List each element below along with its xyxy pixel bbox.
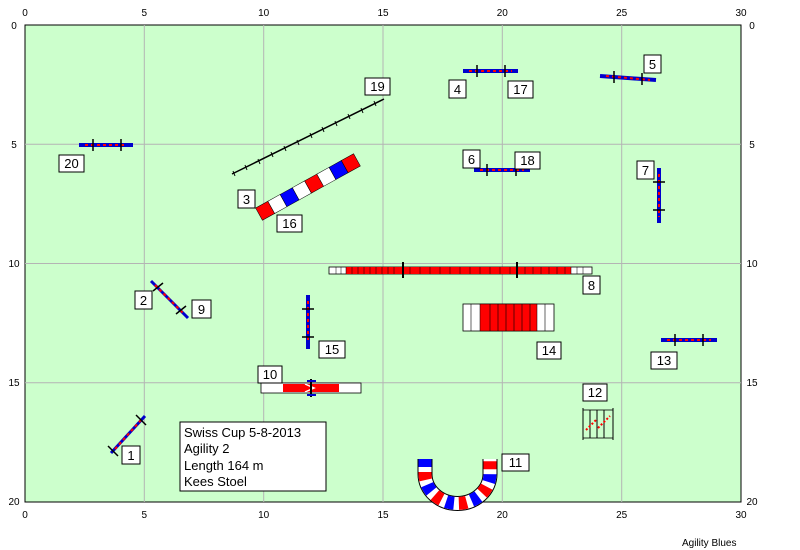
label-18: 18 [514, 151, 541, 170]
label-10: 10 [257, 365, 283, 384]
svg-text:15: 15 [325, 342, 339, 357]
label-1: 1 [121, 445, 141, 465]
svg-text:9: 9 [198, 302, 205, 317]
right-axis-labels: 0 5 10 15 20 [746, 21, 758, 508]
svg-text:19: 19 [370, 79, 384, 94]
y-tick-15-right: 15 [746, 378, 758, 389]
x-tick-30: 30 [735, 8, 747, 19]
y-tick-10-right: 10 [746, 259, 758, 270]
svg-text:5: 5 [649, 57, 656, 72]
x-tick-0: 0 [22, 8, 28, 19]
label-9: 9 [191, 299, 212, 319]
obstacle-labels: 1 2 3 4 5 6 7 8 [58, 54, 678, 472]
x-tick-10-bottom: 10 [258, 510, 270, 521]
x-tick-20: 20 [497, 8, 509, 19]
svg-text:6: 6 [468, 152, 475, 167]
info-class: Agility 2 [184, 441, 230, 456]
x-tick-25-bottom: 25 [616, 510, 628, 521]
svg-text:12: 12 [588, 385, 602, 400]
y-tick-0-left: 0 [11, 21, 17, 32]
info-title: Swiss Cup 5-8-2013 [184, 425, 301, 440]
label-14: 14 [536, 341, 562, 360]
info-judge: Kees Stoel [184, 474, 247, 489]
label-6: 6 [462, 149, 481, 169]
label-4: 4 [448, 79, 467, 99]
obstacle-13-jump [661, 334, 717, 346]
svg-text:2: 2 [140, 293, 147, 308]
label-11: 11 [501, 453, 530, 472]
y-tick-0-right: 0 [749, 21, 755, 32]
label-19: 19 [364, 77, 391, 96]
label-15: 15 [318, 340, 346, 359]
x-tick-15-bottom: 15 [377, 510, 389, 521]
obstacle-5-jump [599, 71, 657, 85]
y-tick-20-right: 20 [746, 497, 758, 508]
svg-text:17: 17 [513, 82, 527, 97]
course-info-box: Swiss Cup 5-8-2013 Agility 2 Length 164 … [179, 421, 327, 492]
y-tick-5-left: 5 [11, 140, 17, 151]
obstacle-14-aframe [462, 303, 555, 332]
obstacle-3-16-tunnel [255, 153, 361, 221]
svg-text:3: 3 [243, 192, 250, 207]
x-tick-15: 15 [377, 8, 389, 19]
y-tick-10-left: 10 [8, 259, 20, 270]
svg-text:10: 10 [263, 367, 277, 382]
info-length: Length 164 m [184, 458, 264, 473]
svg-text:14: 14 [542, 343, 556, 358]
x-tick-0-bottom: 0 [22, 510, 28, 521]
obstacle-19-weave-poles [231, 98, 385, 177]
obstacle-6-18-jump [474, 164, 530, 176]
obstacle-11-curved-tunnel [417, 459, 498, 511]
svg-text:20: 20 [64, 156, 78, 171]
y-tick-20-left: 20 [8, 497, 20, 508]
x-tick-10: 10 [258, 8, 270, 19]
svg-text:18: 18 [520, 153, 534, 168]
credit-label: Agility Blues [682, 538, 736, 549]
label-20: 20 [58, 154, 85, 173]
x-tick-25: 25 [616, 8, 628, 19]
obstacle-2-9-jump [149, 279, 190, 320]
svg-text:13: 13 [657, 353, 671, 368]
obstacle-1-jump [107, 414, 147, 457]
svg-text:4: 4 [454, 82, 461, 97]
obstacle-10-seesaw [260, 379, 362, 397]
label-7: 7 [636, 160, 655, 180]
top-axis-labels: 0 5 10 15 20 25 30 [22, 8, 747, 19]
obstacle-12-tyre [582, 408, 614, 440]
label-13: 13 [650, 351, 678, 370]
svg-text:1: 1 [127, 448, 134, 463]
svg-text:16: 16 [282, 216, 296, 231]
svg-text:11: 11 [509, 455, 523, 470]
x-tick-5: 5 [142, 8, 148, 19]
bottom-axis-labels: 0 5 10 15 20 25 30 [22, 510, 747, 521]
svg-text:8: 8 [588, 278, 595, 293]
label-12: 12 [582, 383, 608, 402]
label-3: 3 [237, 189, 256, 209]
label-2: 2 [134, 290, 153, 310]
x-tick-5-bottom: 5 [142, 510, 148, 521]
x-tick-20-bottom: 20 [497, 510, 509, 521]
label-17: 17 [507, 80, 534, 99]
label-8: 8 [582, 275, 601, 295]
label-16: 16 [276, 214, 303, 233]
y-tick-5-right: 5 [749, 140, 755, 151]
x-tick-30-bottom: 30 [735, 510, 747, 521]
obstacle-20-jump [79, 139, 133, 151]
y-tick-15-left: 15 [8, 378, 20, 389]
obstacle-15-jump [302, 295, 314, 349]
left-axis-labels: 0 5 10 15 20 [8, 21, 20, 508]
svg-text:7: 7 [642, 163, 649, 178]
obstacle-7-jump [653, 168, 665, 223]
obstacle-4-17-jump [463, 65, 518, 77]
obstacle-8-dogwalk [328, 262, 593, 278]
label-5: 5 [643, 54, 662, 74]
